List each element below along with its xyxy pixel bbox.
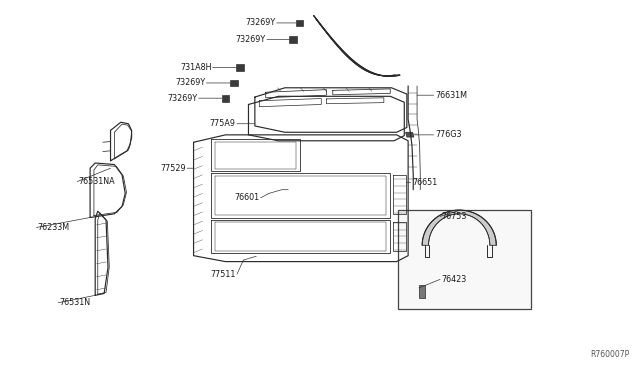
Text: 76531N: 76531N bbox=[60, 298, 91, 307]
Text: 73269Y: 73269Y bbox=[245, 19, 275, 28]
Polygon shape bbox=[422, 210, 496, 245]
Text: 76651: 76651 bbox=[412, 178, 437, 187]
Text: 73269Y: 73269Y bbox=[167, 94, 197, 103]
Text: 76233M: 76233M bbox=[38, 223, 70, 232]
Text: 76601: 76601 bbox=[234, 193, 259, 202]
Polygon shape bbox=[419, 285, 426, 298]
Text: 731A8H: 731A8H bbox=[180, 63, 211, 72]
FancyBboxPatch shape bbox=[398, 210, 531, 309]
Polygon shape bbox=[314, 16, 400, 76]
Polygon shape bbox=[236, 64, 244, 71]
Text: 76753: 76753 bbox=[442, 212, 467, 221]
Polygon shape bbox=[221, 95, 229, 102]
Text: 76631M: 76631M bbox=[435, 91, 467, 100]
Text: 776G3: 776G3 bbox=[435, 130, 461, 140]
Text: 76531NA: 76531NA bbox=[79, 177, 115, 186]
Text: 775A9: 775A9 bbox=[210, 119, 236, 128]
Text: 76423: 76423 bbox=[442, 275, 467, 284]
Text: 73269Y: 73269Y bbox=[236, 35, 266, 44]
Text: 73269Y: 73269Y bbox=[175, 78, 205, 87]
Polygon shape bbox=[296, 20, 303, 26]
Text: R760007P: R760007P bbox=[591, 350, 630, 359]
Text: 77511: 77511 bbox=[211, 270, 236, 279]
Polygon shape bbox=[406, 132, 414, 137]
Polygon shape bbox=[289, 36, 297, 43]
Polygon shape bbox=[230, 80, 237, 86]
Text: 77529: 77529 bbox=[160, 164, 186, 173]
